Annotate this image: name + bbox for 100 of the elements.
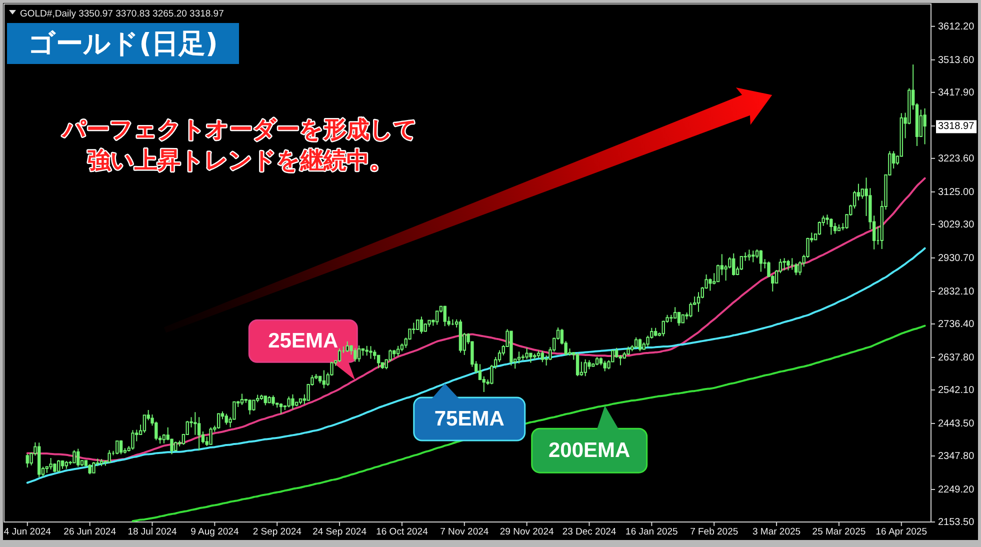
candlestick: [451, 318, 454, 326]
candlestick: [533, 353, 536, 360]
y-tick-label: 2637.80: [938, 352, 975, 364]
candlestick: [396, 345, 400, 357]
y-tick-label: 3513.60: [938, 55, 975, 66]
candlestick: [240, 393, 244, 406]
candlestick: [365, 345, 368, 356]
annotation: 強い上昇トレンドを継続中。: [88, 148, 392, 174]
y-tick-label: 2736.40: [938, 319, 975, 330]
x-tick-label: 18 Jul 2024: [128, 526, 177, 538]
candlestick: [100, 458, 104, 467]
candlestick: [76, 448, 80, 468]
candlestick: [443, 305, 446, 327]
candlestick: [72, 450, 76, 464]
series-label: 25EMA: [268, 330, 338, 353]
y-tick-label: 3223.60: [938, 154, 975, 165]
candlestick: [626, 346, 630, 356]
candlestick: [584, 358, 587, 377]
candlestick: [291, 394, 294, 410]
candlestick: [732, 252, 736, 276]
candlestick: [833, 222, 837, 234]
candlestick: [216, 412, 220, 430]
candlestick: [603, 360, 606, 372]
candlestick: [38, 442, 41, 478]
candlestick: [634, 336, 638, 349]
x-tick-label: 16 Jan 2025: [626, 526, 678, 538]
line-series: [26, 247, 926, 484]
candlestick: [272, 394, 275, 406]
x-tick-label: 25 Mar 2025: [812, 526, 866, 538]
candlestick: [322, 370, 326, 389]
y-tick-label: 3125.00: [938, 187, 975, 198]
y-tick-label: 2542.10: [938, 385, 975, 396]
y-tick-label: 2930.70: [938, 253, 975, 264]
candlestick: [837, 224, 841, 232]
y-tick-label: 3612.20: [938, 22, 975, 33]
candlestick: [279, 402, 283, 414]
candlestick: [92, 462, 96, 474]
candlestick: [786, 259, 790, 271]
x-tick-label: 9 Aug 2024: [190, 526, 239, 538]
candlestick: [525, 347, 528, 360]
series-label: 200EMA: [548, 439, 630, 462]
x-tick-label: 16 Oct 2024: [376, 526, 428, 538]
candlestick: [458, 319, 462, 354]
candlestick: [654, 327, 658, 337]
candlestick: [759, 250, 763, 272]
candlestick: [108, 450, 111, 464]
y-tick-label: 3029.30: [938, 220, 975, 231]
candlestick: [369, 346, 372, 360]
candlestick: [354, 348, 357, 362]
candlestick: [116, 440, 119, 455]
candlestick: [209, 426, 212, 446]
annotation: パーフェクトオーダーを形成して: [60, 117, 418, 143]
x-tick-label: 24 Sep 2024: [312, 526, 366, 538]
candlestick: [830, 218, 833, 236]
candlestick: [142, 414, 146, 434]
candlestick: [338, 348, 342, 363]
candlestick: [677, 311, 681, 326]
x-tick-label: 26 Jun 2024: [64, 526, 116, 538]
candlestick: [298, 398, 302, 405]
line-series: [26, 177, 926, 462]
y-tick-label: 2249.20: [938, 484, 975, 496]
candlestick: [248, 399, 252, 415]
y-tick-label: 2347.80: [938, 451, 975, 462]
candlestick: [740, 256, 744, 271]
candlestick: [752, 250, 755, 263]
x-tick-label: 2 Sep 2024: [252, 526, 302, 538]
x-tick-label: 23 Dec 2024: [562, 526, 616, 538]
candlestick: [576, 352, 580, 377]
candlestick: [681, 314, 684, 324]
x-tick-label: 29 Nov 2024: [500, 526, 554, 538]
candlestick: [392, 349, 396, 358]
candlestick: [376, 354, 380, 369]
candlestick: [264, 395, 268, 406]
candlestick: [416, 319, 420, 330]
candlestick: [174, 441, 178, 452]
candlestick: [49, 457, 52, 470]
series-label: 75EMA: [434, 408, 504, 431]
text: ゴールド(日足): [28, 28, 218, 60]
candlestick: [57, 459, 60, 472]
candlestick: [64, 460, 68, 470]
x-tick-label: 7 Feb 2025: [690, 526, 738, 538]
candlestick: [420, 316, 424, 334]
x-tick-label: 3 Mar 2025: [752, 526, 801, 538]
candlestick: [60, 460, 64, 470]
candlestick: [536, 350, 540, 359]
candlestick: [88, 464, 92, 475]
x-tick-label: 7 Nov 2024: [440, 526, 489, 538]
candlestick: [595, 356, 599, 366]
candlestick: [923, 108, 926, 145]
candlestick: [510, 330, 513, 366]
y-tick-label: 2832.10: [938, 286, 975, 298]
candlestick: [346, 340, 349, 352]
x-tick-label: 4 Jun 2024: [4, 526, 51, 538]
x-tick-label: 16 Apr 2025: [876, 526, 928, 538]
candlestick: [540, 350, 544, 363]
y-tick-label: 3417.90: [938, 88, 975, 99]
candlestick: [26, 453, 29, 468]
candlestick: [357, 344, 361, 362]
candlestick: [268, 396, 271, 404]
candlestick: [252, 399, 256, 412]
